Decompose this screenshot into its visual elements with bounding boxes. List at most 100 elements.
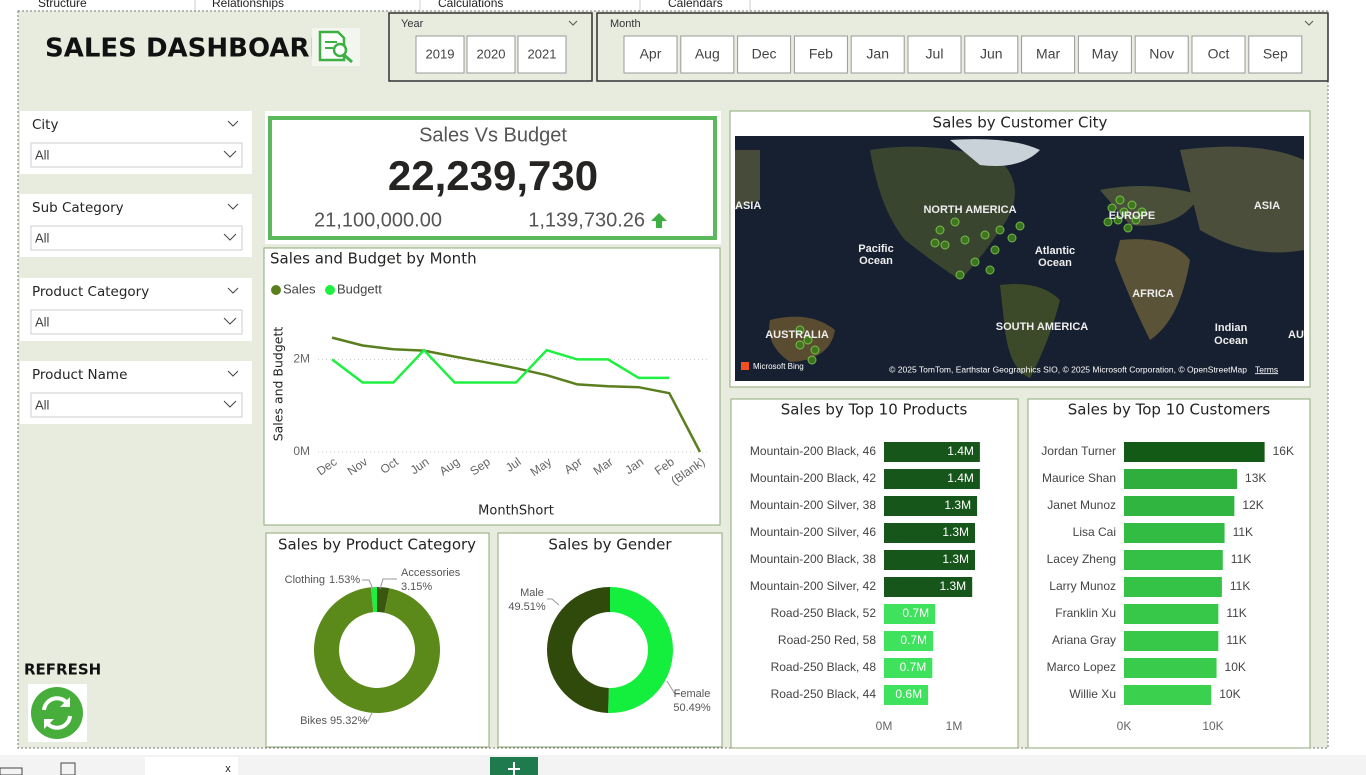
bar [1124, 469, 1238, 489]
map-title: Sales by Customer City [933, 114, 1108, 132]
slicer-button[interactable] [850, 35, 905, 74]
slicer-item: Oct [1208, 46, 1230, 62]
icon [0, 767, 23, 775]
slicer-item: Apr [640, 46, 662, 62]
category-label: Mountain-200 Black, 42 [750, 471, 876, 485]
map-markers [795, 195, 1147, 365]
slicer-item: May [1092, 46, 1118, 62]
slice-label: Female [674, 688, 711, 700]
plus-icon [508, 762, 520, 775]
chart: Sales by Gender Female 50.49% Male 49.51% [508, 536, 711, 714]
slice-label: Male [520, 587, 544, 599]
map-marker [970, 257, 980, 267]
map-label: AU [1288, 329, 1304, 341]
slice-label: Accessories [401, 567, 461, 579]
slicer-button[interactable] [793, 35, 848, 74]
value-label: 0.7M [900, 633, 927, 647]
chart-title: Sales by Top 10 Customers [1068, 401, 1271, 419]
tab[interactable]: Calculations [438, 0, 503, 10]
slicer-button[interactable] [964, 35, 1019, 74]
category-label: Mountain-200 Silver, 42 [750, 579, 876, 593]
dropdown[interactable] [30, 392, 243, 418]
map-label: Indian [1215, 322, 1248, 334]
slicer-button[interactable] [1248, 35, 1303, 74]
category-label: Marco Lopez [1047, 660, 1116, 674]
line-series [331, 336, 702, 453]
slicer-item: Nov [1149, 46, 1174, 62]
icon [60, 762, 76, 775]
value-label: 1.3M [944, 498, 971, 512]
slicer-button[interactable] [737, 35, 792, 74]
map-marker [980, 230, 990, 240]
map-terms[interactable]: Terms [1255, 364, 1278, 374]
map-label: Ocean [1038, 257, 1072, 269]
tab-close[interactable]: x [225, 763, 231, 775]
bar [884, 631, 933, 651]
refresh-button[interactable] [28, 684, 87, 742]
value-label: 11K [1233, 525, 1253, 539]
x-axis-label: MonthShort [478, 504, 554, 519]
category-label: Mountain-200 Black, 46 [750, 444, 876, 458]
slicer-title: Sub Category [32, 200, 124, 216]
map-marker [960, 235, 970, 245]
slicer-button[interactable] [415, 35, 465, 74]
bar [1124, 550, 1223, 570]
slicer-button[interactable] [1191, 35, 1246, 74]
slicer-item: 2019 [426, 46, 455, 61]
y-tick-label: 0M [293, 444, 310, 458]
slicer-button[interactable] [517, 35, 567, 74]
tab[interactable]: Structure [38, 0, 87, 10]
map-label: NORTH AMERICA [923, 204, 1016, 216]
value-label: 1.4M [947, 471, 974, 485]
chevron [223, 400, 237, 408]
slice-value-label: 95.32% [330, 715, 368, 727]
dropdown-value: All [35, 397, 50, 412]
donut-panel [497, 532, 723, 748]
chevron [227, 120, 239, 127]
map-marker [807, 355, 817, 365]
chevron [568, 20, 578, 26]
donut-slice [314, 587, 440, 713]
map-marker [803, 335, 813, 345]
category-label: Road-250 Black, 44 [771, 687, 877, 701]
refresh-label: REFRESH [24, 661, 101, 679]
map-marker [990, 245, 1000, 255]
y-tick-label: 2M [293, 352, 310, 366]
value-label: 11K [1231, 552, 1251, 566]
category-label: Larry Munoz [1049, 579, 1116, 593]
bar [884, 604, 936, 624]
map-marker [1123, 223, 1133, 233]
chart: Sales by Top 10 Customers 0K 10K Jordan Tur… [1041, 401, 1294, 734]
slicer-item: 2021 [528, 46, 557, 61]
slicer-button[interactable] [623, 35, 678, 74]
value-label: 1.3M [940, 579, 967, 593]
dropdown[interactable] [30, 225, 243, 251]
tab[interactable]: Calendars [668, 0, 723, 10]
dropdown[interactable] [30, 142, 243, 168]
slice-value-label: 49.51% [508, 601, 546, 613]
value-label: 16K [1273, 444, 1294, 458]
slicer-button[interactable] [1077, 35, 1132, 74]
map-label: ASIA [1254, 200, 1280, 212]
map-marker [795, 340, 805, 350]
x-tick-label: 10K [1202, 719, 1223, 733]
map-label: AFRICA [1132, 288, 1174, 300]
slicer-button[interactable] [680, 35, 735, 74]
slicer-button[interactable] [907, 35, 962, 74]
bar [1124, 523, 1225, 543]
map-label: EUROPE [1109, 210, 1155, 222]
map-marker [995, 225, 1005, 235]
tab[interactable]: Relationships [212, 0, 284, 10]
dropdown[interactable] [30, 309, 243, 335]
slicer-item: Mar [1036, 46, 1060, 62]
slicer-button[interactable] [1134, 35, 1189, 74]
chart: Sales by Product Category Accessories 3.15… [278, 536, 476, 727]
slicer-button[interactable] [466, 35, 516, 74]
bar [884, 442, 980, 462]
slicer-button[interactable] [1021, 35, 1076, 74]
page-tab[interactable] [145, 757, 238, 775]
bing-logo [741, 362, 749, 370]
slicer-item: Aug [695, 46, 720, 62]
chart-title: Sales by Top 10 Products [781, 401, 968, 419]
value-label: 0.7M [902, 606, 929, 620]
